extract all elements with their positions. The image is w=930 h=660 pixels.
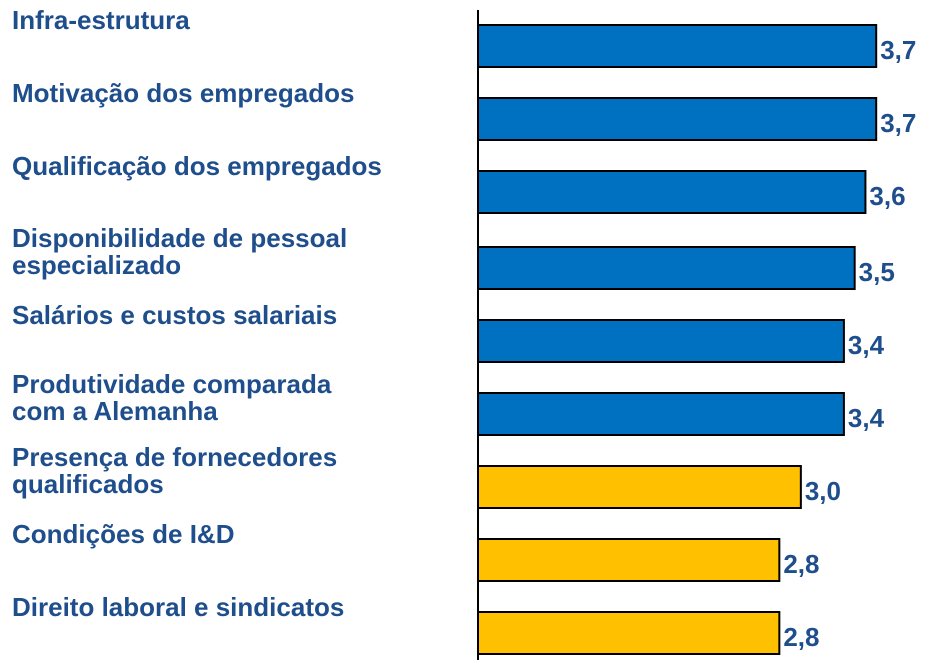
category-label: Qualificação dos empregados <box>12 151 382 181</box>
bar <box>477 319 845 363</box>
bar <box>477 170 867 214</box>
category-label: Motivação dos empregados <box>12 78 355 108</box>
value-label: 3,6 <box>869 181 905 211</box>
value-label: 3,7 <box>880 35 916 65</box>
value-label: 3,5 <box>859 257 895 287</box>
bar <box>477 611 781 655</box>
category-label: Direito laboral e sindicatos <box>12 592 345 622</box>
bar <box>477 392 845 436</box>
category-label: Produtividade comparada com a Alemanha <box>12 369 332 426</box>
category-label: Disponibilidade de pessoal especializado <box>12 223 348 280</box>
value-label: 3,4 <box>848 403 885 433</box>
value-label: 3,7 <box>880 108 916 138</box>
value-label: 3,0 <box>805 476 841 506</box>
value-label: 2,8 <box>783 549 819 579</box>
category-label: Condições de I&D <box>12 519 235 549</box>
bar <box>477 465 802 509</box>
value-label: 3,4 <box>848 330 885 360</box>
category-label: Presença de fornecedores qualificados <box>12 442 338 499</box>
category-label: Infra-estrutura <box>12 5 190 35</box>
bar <box>477 24 878 68</box>
value-label: 2,8 <box>783 622 819 652</box>
category-label: Salários e custos salariais <box>12 300 338 330</box>
bar <box>477 538 781 582</box>
bar <box>477 97 878 141</box>
bar <box>477 246 856 290</box>
